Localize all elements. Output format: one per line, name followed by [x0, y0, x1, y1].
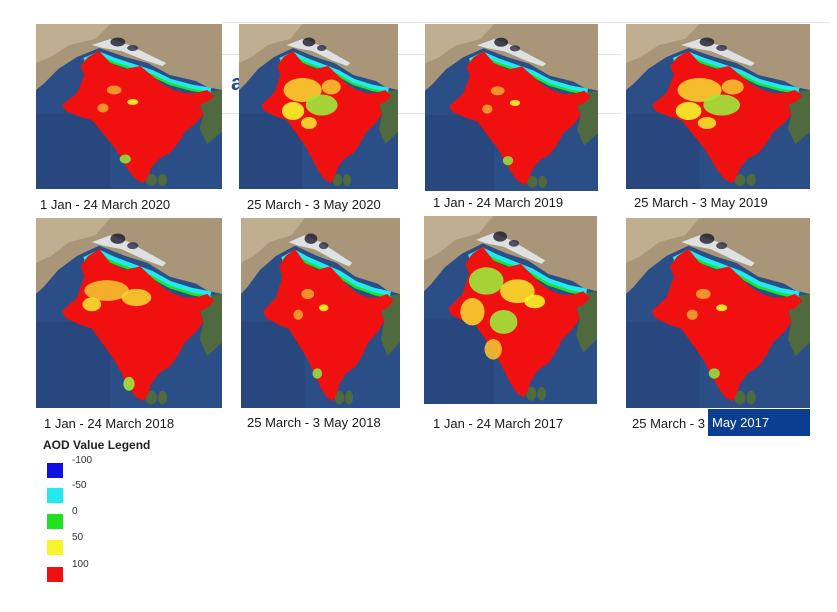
- legend-label: 50: [72, 532, 84, 543]
- map-caption-highlight: May 2017: [708, 409, 810, 436]
- legend-swatch: [47, 488, 63, 503]
- aod-map-svg: [239, 24, 398, 189]
- map-caption-highlight-text: May 2017: [712, 415, 770, 430]
- map-caption: 25 March - 3 May 2019: [634, 195, 768, 210]
- legend-label: -100: [72, 455, 93, 466]
- background-divider-low: [222, 113, 622, 114]
- aod-map-svg: [425, 24, 598, 191]
- map-caption: 25 March - 3 May 2018: [247, 415, 381, 430]
- aod-map-svg: [36, 24, 222, 189]
- aod-map-image: [241, 218, 400, 408]
- aod-map-svg: [424, 216, 597, 404]
- map-caption: 25 March - 3: [632, 416, 705, 431]
- legend-swatch: [47, 567, 63, 582]
- legend-label: 100: [72, 559, 89, 570]
- aod-map-svg: [241, 218, 400, 408]
- map-caption: 25 March - 3 May 2020: [247, 197, 381, 212]
- aod-map-svg: [626, 218, 810, 408]
- map-caption: 1 Jan - 24 March 2017: [433, 416, 564, 431]
- aod-map-image: [239, 24, 398, 189]
- map-caption: 1 Jan - 24 March 2018: [44, 416, 175, 431]
- legend-swatch: [47, 463, 63, 478]
- legend-label: 0: [72, 506, 78, 517]
- map-caption: 1 Jan - 24 March 2019: [433, 195, 564, 210]
- aod-map-image: [626, 24, 810, 189]
- background-divider-mid: [222, 54, 622, 55]
- background-divider-top: [222, 22, 830, 23]
- legend-swatch: [47, 540, 63, 555]
- aod-map-image: [36, 218, 222, 408]
- aod-map-image: [36, 24, 222, 189]
- map-caption: 1 Jan - 24 March 2020: [40, 197, 171, 212]
- aod-map-svg: [36, 218, 222, 408]
- aod-map-image: [425, 24, 598, 191]
- legend-label: -50: [72, 480, 87, 491]
- legend-swatch: [47, 514, 63, 529]
- legend-title: AOD Value Legend: [43, 438, 151, 452]
- aod-map-svg: [626, 24, 810, 189]
- aod-map-image: [626, 218, 810, 408]
- aod-map-image: [424, 216, 597, 404]
